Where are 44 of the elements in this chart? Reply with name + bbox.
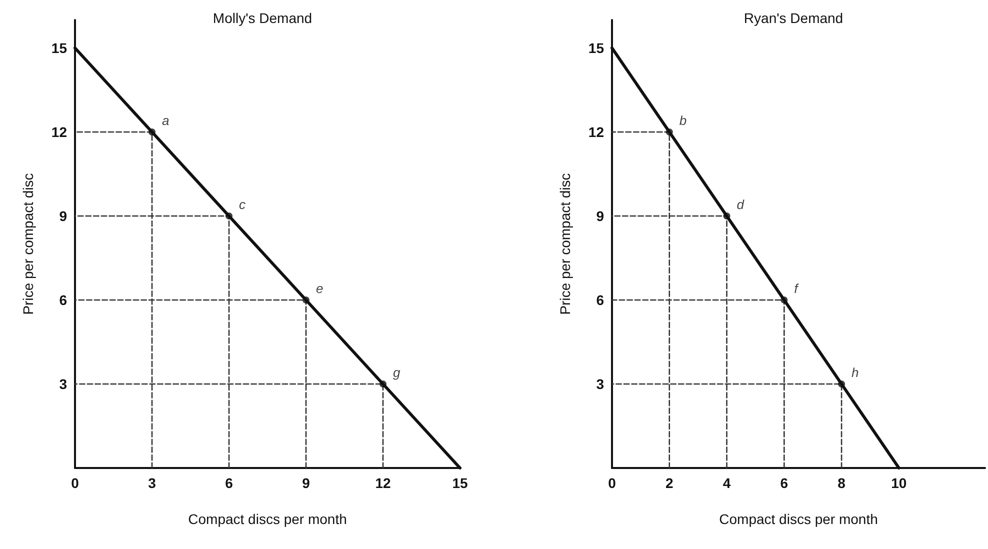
x-tick-label: 6 (225, 475, 234, 491)
x-tick-label: 9 (302, 475, 310, 491)
x-tick-label: 10 (891, 475, 907, 491)
annotation: a (162, 113, 170, 128)
y-tick-label: 9 (596, 208, 604, 224)
point (302, 296, 310, 304)
x-tick-label: 2 (665, 475, 674, 491)
x-tick-label: 4 (722, 475, 731, 491)
x-tick-label: 6 (780, 475, 788, 491)
x-tick-label: 0 (608, 475, 616, 491)
annotation: h (852, 365, 859, 380)
y-tick-label: 6 (596, 292, 604, 308)
y-tick-label: 12 (588, 124, 604, 140)
annotation: e (316, 281, 324, 296)
point (380, 380, 386, 388)
x-tick-label: 0 (71, 475, 80, 491)
y-tick-label: 3 (59, 376, 68, 392)
y-axis-title: Price per compact disc (20, 173, 36, 315)
x-tick-label: 15 (452, 475, 468, 491)
y-tick-label: 3 (596, 376, 604, 392)
point (780, 296, 788, 304)
point (666, 128, 673, 136)
point (723, 212, 730, 220)
annotation: f (794, 281, 800, 296)
chart-title: Molly's Demand (212, 10, 312, 26)
point (838, 380, 846, 388)
annotation: g (393, 365, 401, 380)
chart-title: Ryan's Demand (744, 10, 844, 26)
x-tick-label: 8 (838, 475, 846, 491)
y-axis-title: Price per compact disc (557, 173, 573, 315)
x-axis-title: Compact discs per month (719, 511, 878, 527)
annotation: c (239, 197, 246, 212)
y-tick-label: 15 (51, 40, 68, 56)
point (148, 128, 156, 136)
x-tick-label: 3 (148, 475, 156, 491)
x-axis-title: Compact discs per month (188, 511, 347, 527)
x-tick-label: 12 (375, 475, 391, 491)
point (226, 212, 232, 220)
annotation: b (679, 113, 687, 128)
annotation: d (736, 197, 745, 212)
y-tick-label: 9 (59, 208, 68, 224)
y-tick-label: 6 (59, 292, 68, 308)
y-tick-label: 12 (51, 124, 68, 140)
y-tick-label: 15 (588, 40, 604, 56)
